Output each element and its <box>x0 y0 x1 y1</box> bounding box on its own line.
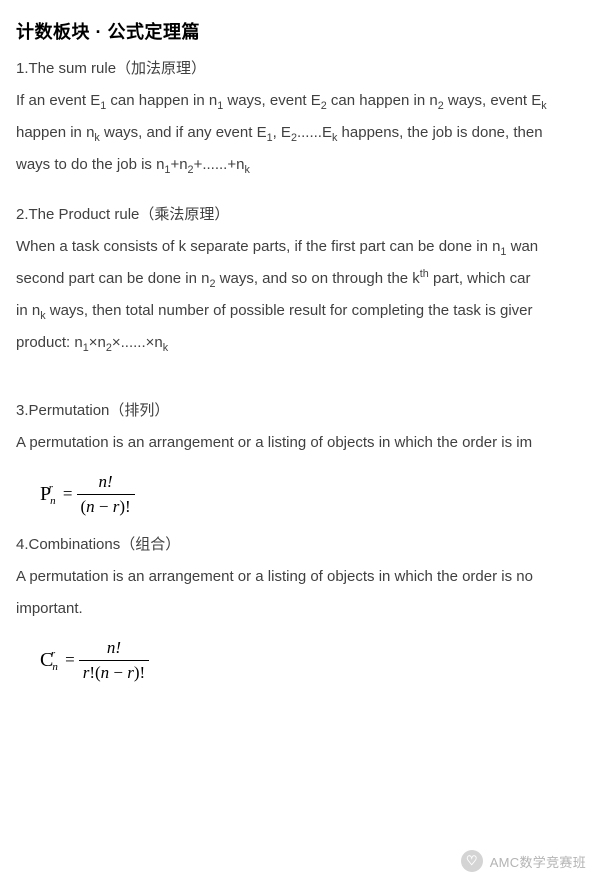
text-fragment: When a task consists of k separate parts… <box>16 238 500 255</box>
sum-rule-line1: If an event E1 can happen in n1 ways, ev… <box>16 86 584 116</box>
watermark-footer: ♡ AMC数学竞赛班 <box>461 850 586 872</box>
text-fragment: )! <box>134 663 145 682</box>
text-fragment: ways, then total number of possible resu… <box>46 302 533 319</box>
permutation-heading: 3.Permutation（排列） <box>16 396 584 426</box>
product-rule-line1: When a task consists of k separate parts… <box>16 232 584 262</box>
sum-rule-heading: 1.The sum rule（加法原理） <box>16 54 584 84</box>
formula-numerator: n! <box>99 472 113 491</box>
formula-sub: n <box>50 495 56 507</box>
document-body: 计数板块 · 公式定理篇 1.The sum rule（加法原理） If an … <box>0 0 600 682</box>
formula-numerator: n! <box>107 638 121 657</box>
permutation-formula: Pnr = n! (n − r)! <box>38 472 584 516</box>
combination-heading: 4.Combinations（组合） <box>16 530 584 560</box>
text-fragment: can happen in n <box>106 92 217 109</box>
watermark-text: AMC数学竞赛班 <box>490 852 586 871</box>
text-fragment: − <box>109 663 127 682</box>
product-rule-line2: second part can be done in n2 ways, and … <box>16 264 584 294</box>
text-fragment: product: n <box>16 334 83 351</box>
formula-sup: r <box>51 648 55 660</box>
text-fragment: ways to do the job is n <box>16 156 164 173</box>
text-fragment: in n <box>16 302 40 319</box>
text-fragment: r <box>127 663 134 682</box>
icon-glyph: ♡ <box>466 853 478 869</box>
combination-fraction: n! r!(n − r)! <box>79 638 150 682</box>
sum-rule-line2: happen in nk ways, and if any event E1, … <box>16 118 584 148</box>
product-rule-line3: in nk ways, then total number of possibl… <box>16 296 584 326</box>
text-fragment: wan <box>506 238 538 255</box>
text-fragment: )! <box>119 497 130 516</box>
formula-sub: n <box>52 661 58 673</box>
text-fragment: − <box>95 497 113 516</box>
text-fragment: happen in n <box>16 124 94 141</box>
text-fragment: ways, and so on through the k <box>216 270 420 287</box>
wechat-icon: ♡ <box>461 850 483 872</box>
permutation-line1: A permutation is an arrangement or a lis… <box>16 428 584 458</box>
text-fragment: +......+n <box>194 156 245 173</box>
text-fragment: !( <box>89 663 100 682</box>
text-fragment: n <box>86 497 95 516</box>
text-fragment: ways, and if any event E <box>100 124 267 141</box>
text-fragment: , E <box>273 124 291 141</box>
text-fragment: happens, the job is done, then <box>337 124 542 141</box>
text-fragment: second part can be done in n <box>16 270 209 287</box>
text-fragment: ×......×n <box>112 334 163 351</box>
combination-line1: A permutation is an arrangement or a lis… <box>16 562 584 592</box>
text-fragment: ......E <box>297 124 332 141</box>
text-fragment: ways, event E <box>444 92 542 109</box>
combination-line2: important. <box>16 594 584 624</box>
product-rule-heading: 2.The Product rule（乘法原理） <box>16 200 584 230</box>
text-fragment: can happen in n <box>327 92 438 109</box>
formula-sup: r <box>49 482 53 494</box>
text-fragment: ×n <box>89 334 106 351</box>
text-fragment: +n <box>170 156 187 173</box>
combination-formula: Cnr = n! r!(n − r)! <box>38 638 584 682</box>
sum-rule-line3: ways to do the job is n1+n2+......+nk <box>16 150 584 180</box>
text-fragment: n <box>101 663 110 682</box>
product-rule-line4: product: n1×n2×......×nk <box>16 328 584 358</box>
text-fragment: ways, event E <box>223 92 321 109</box>
page-title: 计数板块 · 公式定理篇 <box>16 18 584 44</box>
text-fragment: If an event E <box>16 92 100 109</box>
permutation-fraction: n! (n − r)! <box>77 472 135 516</box>
text-fragment: part, which car <box>429 270 531 287</box>
